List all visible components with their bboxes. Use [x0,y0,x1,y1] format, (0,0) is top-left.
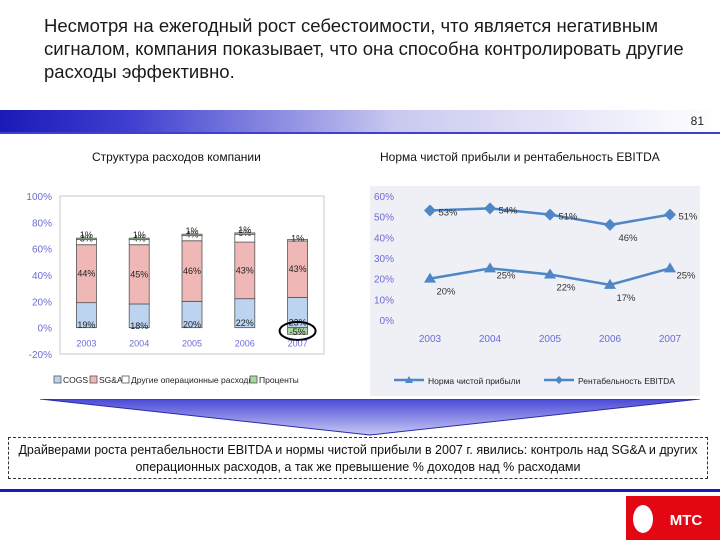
bar-data-label: 22% [236,318,254,328]
bar-data-label: 45% [130,269,148,279]
highlight-circle [278,320,317,341]
line-data-label: 17% [616,293,636,304]
line-y-tick-label: 10% [374,295,394,306]
legend-swatch [89,375,98,384]
bar-x-tick-label: 2003 [76,339,96,349]
bar-y-tick-label: 0% [38,324,53,335]
bar-data-label: 19% [77,320,95,330]
line-y-tick-label: 40% [374,233,394,244]
legend-marker [405,376,413,383]
line-x-tick-label: 2005 [539,334,562,345]
bar-chart-title: Структура расходов компании [92,150,261,164]
bar-data-label: 1% [185,226,198,236]
bar-segment [234,232,256,235]
bar-data-label: 46% [183,266,201,276]
bar-data-label: 44% [77,269,95,279]
slide-title: Несмотря на ежегодный рост себестоимости… [44,15,684,82]
legend-swatch [53,375,62,384]
line-point [484,262,496,273]
bar-x-tick-label: 2005 [182,339,202,349]
bar-x-tick-label: 2004 [129,339,149,349]
bar-segment [287,239,309,242]
bar-data-label: 20% [183,320,201,330]
bar-segment [128,237,150,241]
line-x-tick-label: 2006 [599,334,622,345]
bar-y-tick-label: -20% [29,350,52,361]
down-arrow-shape [40,399,700,436]
egg-icon [633,505,653,533]
line-point [484,202,496,215]
line-data-label: 22% [556,283,576,294]
line-point [424,272,436,283]
profitability-chart: 60% 50% 40% 30% 20% 10% 0% 20% 25% 22% 17% 25% 53% 5… [370,186,700,396]
bar-y-tick-label: 40% [32,271,52,282]
line-y-tick-label: 0% [380,316,395,327]
cost-structure-chart: 100%80%60%40%20%0%-20% 19%44%3%1%18%45%4… [26,192,325,385]
line-data-label: 53% [438,207,458,218]
line-data-label: 51% [678,212,698,223]
legend-label: Норма чистой прибыли [428,376,521,386]
line-x-tick-label: 2004 [479,334,502,345]
line-data-label: 20% [436,287,456,298]
line-point [604,218,616,231]
legend-label: Другие операционные расходы [131,375,255,385]
bar-y-tick-label: 80% [32,218,52,229]
header-band [0,110,720,132]
bar-x-tick-label: 2007 [288,339,308,349]
page-number: 81 [690,114,704,128]
bar-y-tick-label: 100% [26,192,52,203]
bar-x-tick-label: 2006 [235,339,255,349]
bar-segment [181,233,203,237]
line-data-label: 46% [618,233,638,244]
bar-data-label: 43% [236,265,254,275]
header-band-line [0,132,720,134]
legend-label: SG&A [99,375,123,385]
legend-swatch [121,375,130,384]
line-point [544,208,556,221]
mts-logo: МТС [626,496,720,540]
line-chart-background [370,186,700,396]
line-data-label: 51% [558,212,578,223]
bar-segment [76,237,97,241]
line-y-tick-label: 20% [374,275,394,286]
legend-label: Рентабельность EBITDA [578,376,675,386]
legend-swatch [249,375,258,384]
line-point [664,208,676,221]
footer-line [0,489,720,492]
bar-data-label: 1% [291,233,304,243]
conclusion-callout: Драйверами роста рентабельности EBITDA и… [8,437,708,479]
line-y-tick-label: 30% [374,254,394,265]
bar-data-label: -5% [290,327,306,337]
legend-label: COGS [63,375,88,385]
bar-segment [287,327,309,335]
line-y-tick-label: 60% [374,192,394,203]
line-point [604,278,616,289]
line-x-tick-label: 2007 [659,334,682,345]
bar-data-label: 18% [130,321,148,331]
line-data-label: 25% [496,270,516,281]
bar-data-label: 1% [80,230,93,240]
line-point [664,262,676,273]
bar-y-tick-label: 20% [32,297,52,308]
legend-label: Проценты [259,375,299,385]
line-point [544,268,556,279]
line-y-tick-label: 50% [374,213,394,224]
line-x-tick-label: 2003 [419,334,442,345]
line-data-label: 54% [498,205,518,216]
logo-text: МТС [670,512,703,529]
line-chart-title: Норма чистой прибыли и рентабельность EB… [380,150,660,164]
bar-y-tick-label: 60% [32,245,52,256]
bar-data-label: 43% [289,264,307,274]
bar-data-label: 1% [238,225,251,235]
line-point [424,204,436,217]
legend-marker [555,376,563,384]
line-data-label: 25% [676,270,696,281]
bar-data-label: 1% [133,230,146,240]
